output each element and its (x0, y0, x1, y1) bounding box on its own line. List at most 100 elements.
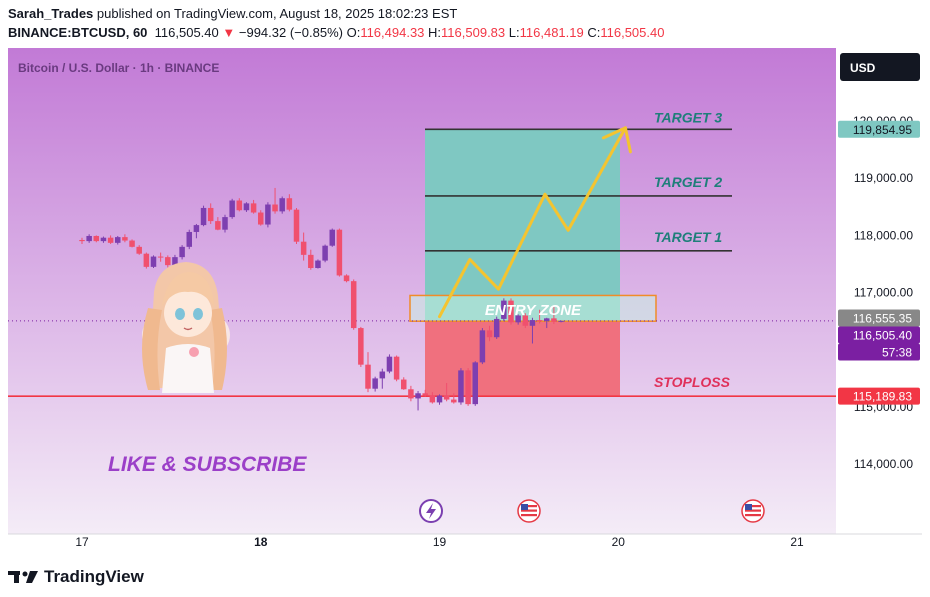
candle-body (157, 256, 164, 258)
close-label: C: (587, 25, 601, 40)
y-tick-label: 119,000.00 (854, 171, 913, 185)
x-tick-label: 18 (254, 535, 268, 549)
candle-body (336, 229, 343, 276)
price-chart[interactable]: Bitcoin / U.S. Dollar · 1h · BINANCE USD… (8, 48, 922, 556)
candle-body (143, 253, 150, 267)
candle-body (222, 217, 228, 230)
candle-body (408, 389, 414, 399)
candle-body (422, 393, 428, 396)
candle-body (308, 254, 314, 269)
candle-body (179, 246, 185, 258)
us-flag-event-icon[interactable] (517, 499, 541, 523)
currency-label[interactable]: USD (850, 61, 876, 75)
candle-body (465, 370, 471, 405)
candle-body (272, 204, 278, 212)
published-text: published on TradingView.com, August 18,… (96, 6, 458, 21)
high-label: H: (428, 25, 442, 40)
projection-arrow (438, 126, 627, 319)
candle-body (207, 207, 214, 222)
tradingview-logo-icon (8, 571, 38, 583)
y-tick-label: 114,000.00 (854, 457, 913, 471)
candle-body (93, 235, 100, 242)
price-tag-bg (838, 387, 920, 405)
candle-body (379, 371, 386, 379)
candle-body (329, 229, 335, 246)
candle-body (200, 207, 207, 226)
author-name[interactable]: Sarah_Trades (8, 6, 94, 21)
open-label: O: (346, 25, 361, 40)
x-tick-label: 21 (790, 535, 804, 549)
candle-body (415, 393, 421, 399)
target-lines-layer (8, 128, 836, 397)
candle-body (165, 257, 171, 266)
x-tick-label: 20 (612, 535, 626, 549)
low-value: 116,481.19 (519, 25, 584, 40)
candle-body (229, 200, 235, 218)
stop-zone (425, 321, 620, 397)
us-flag-event-icon[interactable] (741, 499, 765, 523)
annotation-text-layer: TARGET 3 TARGET 2 TARGET 1 ENTRY ZONE STOPLO… (108, 109, 731, 476)
candle-body (122, 237, 128, 241)
price-tag-label: 119,854.95 (853, 123, 912, 137)
currency-button[interactable]: USD (840, 53, 920, 81)
candle-body (522, 315, 529, 326)
candle-body (186, 231, 192, 247)
candle-body (193, 225, 200, 232)
chart-area[interactable]: Bitcoin / U.S. Dollar · 1h · BINANCE USD… (8, 48, 922, 556)
candle-body (486, 330, 493, 338)
candle-body (536, 320, 543, 322)
like-subscribe-text: LIKE & SUBSCRIBE (108, 453, 307, 476)
zones-layer (409, 129, 657, 397)
price-tag-label: 116,505.40 (853, 329, 912, 343)
candle-body (393, 356, 400, 380)
candle-body (150, 256, 157, 267)
stoploss-label: STOPLOSS (654, 374, 731, 390)
price-tag-bg (838, 326, 920, 344)
price-tags-layer: 119,854.95 116,555.35 116,505.40 57:38 115,1… (838, 120, 920, 405)
price-tag-bg (838, 343, 920, 361)
candle-body (243, 203, 250, 211)
lightning-event-icon[interactable] (419, 499, 443, 523)
candle-body (279, 198, 285, 212)
price-tag-label: 115,189.83 (853, 390, 912, 404)
candle-body (100, 237, 107, 242)
candle-body (136, 246, 142, 254)
candle-body (429, 395, 436, 403)
candle-body (236, 200, 243, 211)
price-tag-label: 57:38 (882, 346, 912, 360)
candles-layer (79, 187, 564, 411)
target-zone (425, 129, 620, 322)
price-change: −994.32 (−0.85%) (238, 25, 343, 40)
price-tag-label: 116,555.35 (853, 312, 912, 326)
candle-body (493, 318, 500, 338)
candle-body (172, 257, 178, 266)
candle-body (358, 328, 364, 365)
tradingview-logo-text: TradingView (44, 567, 144, 586)
symbol-label: BINANCE:BTCUSD, 60 (8, 25, 148, 40)
candle-body (515, 315, 521, 323)
publish-header: Sarah_Trades published on TradingView.co… (8, 6, 457, 21)
entry-zone-label: ENTRY ZONE (485, 302, 582, 319)
tradingview-logo[interactable]: TradingView (8, 567, 144, 587)
candle-body (258, 212, 264, 225)
candle-body (286, 198, 293, 210)
target-3-label: TARGET 3 (654, 109, 722, 125)
event-icons-layer[interactable] (419, 499, 765, 523)
candle-body (501, 300, 507, 319)
candle-body (544, 318, 550, 322)
projection-arrowhead (601, 126, 632, 154)
candle-body (86, 235, 92, 242)
entry-zone-box (409, 294, 657, 322)
candle-body (79, 239, 85, 242)
candle-body (293, 209, 300, 242)
candle-body (436, 395, 443, 403)
candle-body (343, 275, 350, 282)
candle-body (215, 221, 221, 230)
low-label: L: (508, 25, 520, 40)
x-tick-label: 17 (75, 535, 89, 549)
last-price: 116,505.40 (154, 25, 219, 40)
candle-body (479, 330, 486, 363)
anime-avatar (142, 262, 230, 393)
candle-body (322, 245, 328, 261)
chart-title: Bitcoin / U.S. Dollar · 1h · BINANCE (18, 61, 219, 75)
